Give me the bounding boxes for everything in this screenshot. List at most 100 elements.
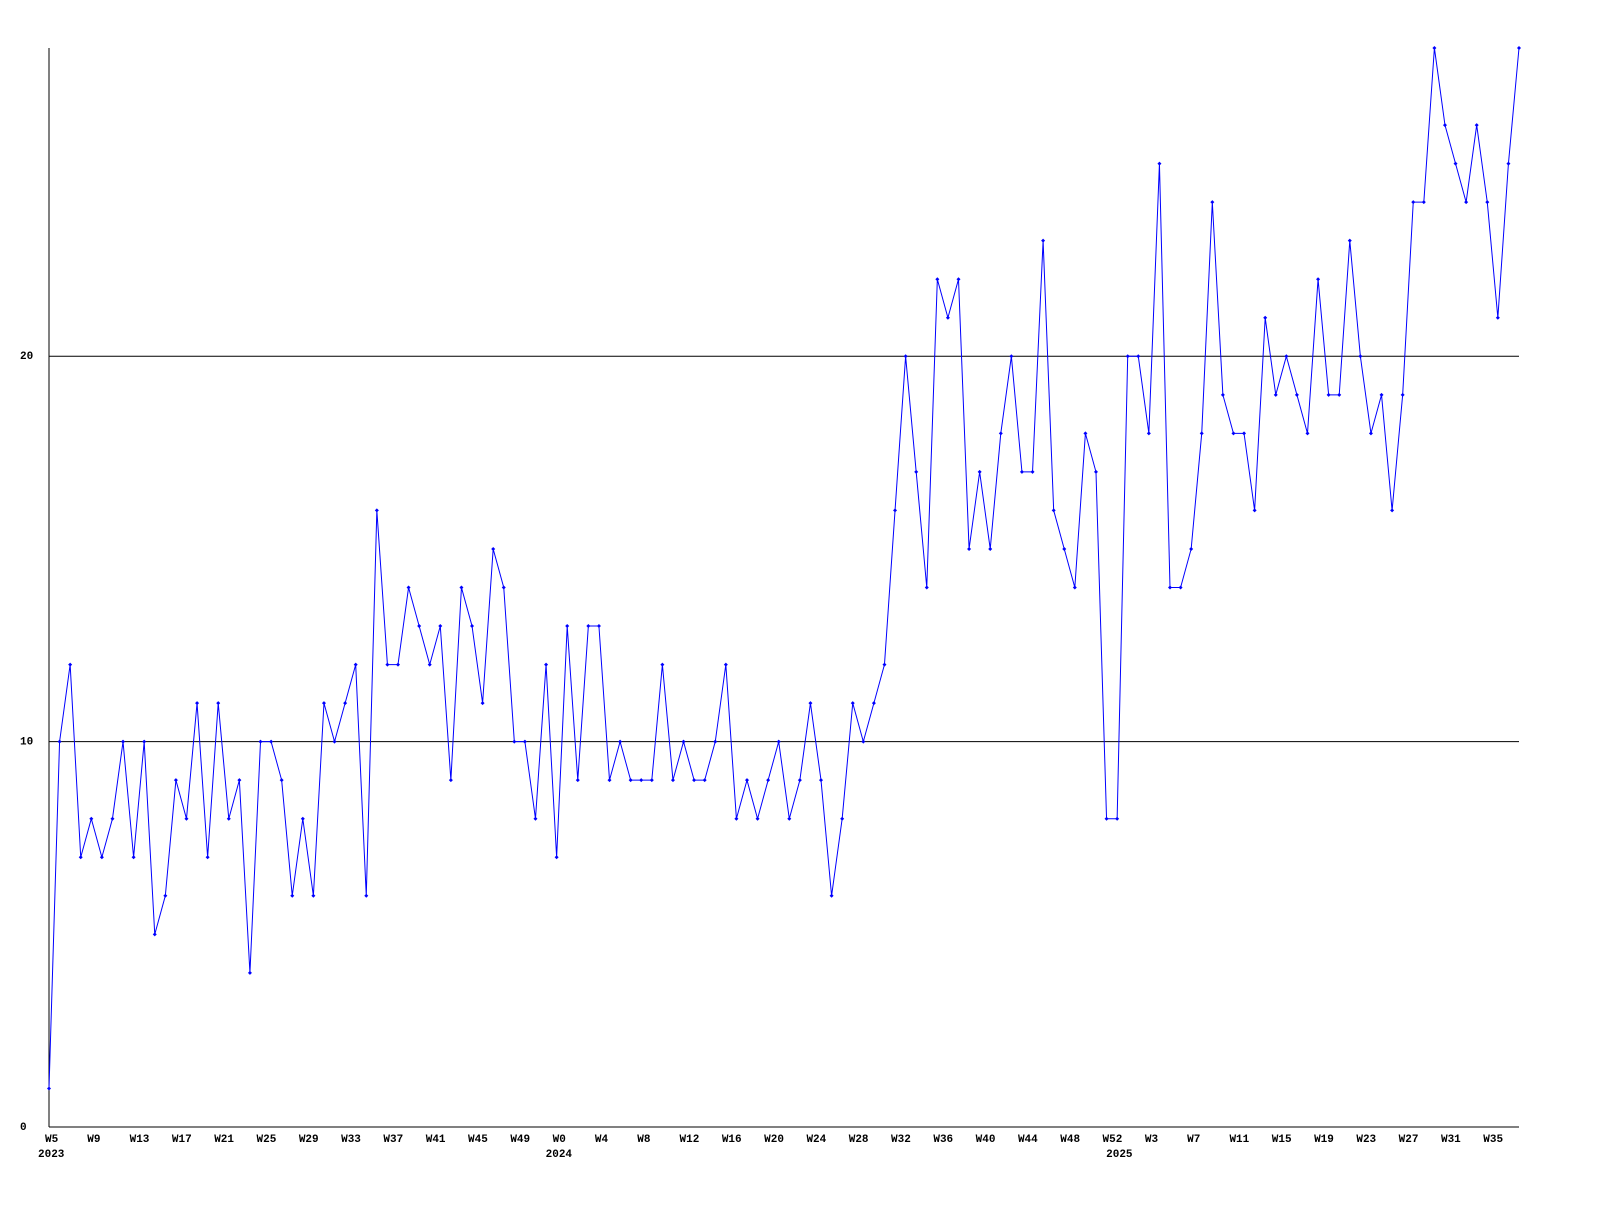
data-point [1453, 161, 1458, 166]
x-tick-label: W15 [1272, 1134, 1292, 1146]
data-point [734, 816, 739, 821]
x-tick-label: W16 [722, 1134, 742, 1146]
data-point [628, 778, 633, 783]
data-point [1442, 123, 1447, 128]
data-point [1019, 469, 1024, 474]
data-point [501, 585, 506, 590]
x-tick-label: W11 [1229, 1134, 1249, 1146]
data-point [1104, 816, 1109, 821]
x-tick-label: W12 [680, 1134, 700, 1146]
data-point [195, 701, 200, 706]
x-tick-label: W36 [933, 1134, 953, 1146]
data-point [1083, 431, 1088, 436]
data-point [448, 778, 453, 783]
data-line [48, 47, 1520, 1089]
data-point [1231, 431, 1236, 436]
data-point [1432, 46, 1437, 50]
data-point [1495, 315, 1500, 320]
data-point [237, 778, 242, 783]
data-point [1168, 585, 1173, 590]
data-point [596, 624, 601, 629]
data-point [861, 739, 866, 744]
data-point [1421, 200, 1426, 205]
data-point [1273, 392, 1278, 397]
y-tick-label: 10 [20, 737, 33, 749]
data-point [332, 739, 337, 744]
data-point [279, 778, 284, 783]
data-point [1051, 508, 1056, 513]
data-point [554, 855, 559, 860]
data-point [1093, 469, 1098, 474]
data-point [1337, 392, 1342, 397]
data-point [1220, 392, 1225, 397]
data-point [300, 816, 305, 821]
data-point [1157, 161, 1162, 166]
data-point [1136, 354, 1141, 359]
data-point [1485, 200, 1490, 205]
data-point [353, 662, 358, 667]
data-point [152, 932, 157, 937]
data-point [871, 701, 876, 706]
data-point [269, 739, 274, 744]
data-point [1474, 123, 1479, 128]
data-point [766, 778, 771, 783]
data-point [723, 662, 728, 667]
data-point [1263, 315, 1268, 320]
data-point [522, 739, 527, 744]
data-point [914, 469, 919, 474]
data-point [1517, 46, 1521, 50]
data-point [321, 701, 326, 706]
data-point [670, 778, 675, 783]
x-tick-label: W37 [383, 1134, 403, 1146]
data-point [99, 855, 104, 860]
data-point [1368, 431, 1373, 436]
data-point [967, 546, 972, 551]
data-point [110, 816, 115, 821]
data-point [258, 739, 263, 744]
data-point [618, 739, 623, 744]
data-point [744, 778, 749, 783]
data-point [68, 662, 73, 667]
x-tick-label: W35 [1483, 1134, 1503, 1146]
x-tick-label: W5 [45, 1134, 59, 1146]
data-point [1072, 585, 1077, 590]
data-point [385, 662, 390, 667]
data-point [121, 739, 126, 744]
data-point [565, 624, 570, 629]
y-tick-label: 0 [20, 1122, 27, 1134]
data-point [89, 816, 94, 821]
data-point [1062, 546, 1067, 551]
data-point [364, 893, 369, 898]
data-point [575, 778, 580, 783]
data-point [998, 431, 1003, 436]
data-point [491, 546, 496, 551]
data-point [1464, 200, 1469, 205]
data-point [1178, 585, 1183, 590]
x-tick-label: W13 [130, 1134, 150, 1146]
data-point [1400, 392, 1405, 397]
data-point [480, 701, 485, 706]
data-point [692, 778, 697, 783]
data-point [787, 816, 792, 821]
data-point [713, 739, 718, 744]
data-point [131, 855, 136, 860]
data-point [639, 778, 644, 783]
data-point [142, 739, 147, 744]
data-point [977, 469, 982, 474]
x-tick-label: W24 [806, 1134, 826, 1146]
data-point [1347, 238, 1352, 243]
x-tick-label: W3 [1145, 1134, 1159, 1146]
data-point [586, 624, 591, 629]
x-tick-label: W25 [257, 1134, 277, 1146]
data-point [311, 893, 316, 898]
data-point [1358, 354, 1363, 359]
x-tick-label: W52 [1103, 1134, 1123, 1146]
data-point [702, 778, 707, 783]
x-tick-label: W20 [764, 1134, 784, 1146]
data-point [1379, 392, 1384, 397]
data-point [470, 624, 475, 629]
data-point [1411, 200, 1416, 205]
data-point [945, 315, 950, 320]
year-label: 2023 [38, 1149, 65, 1161]
